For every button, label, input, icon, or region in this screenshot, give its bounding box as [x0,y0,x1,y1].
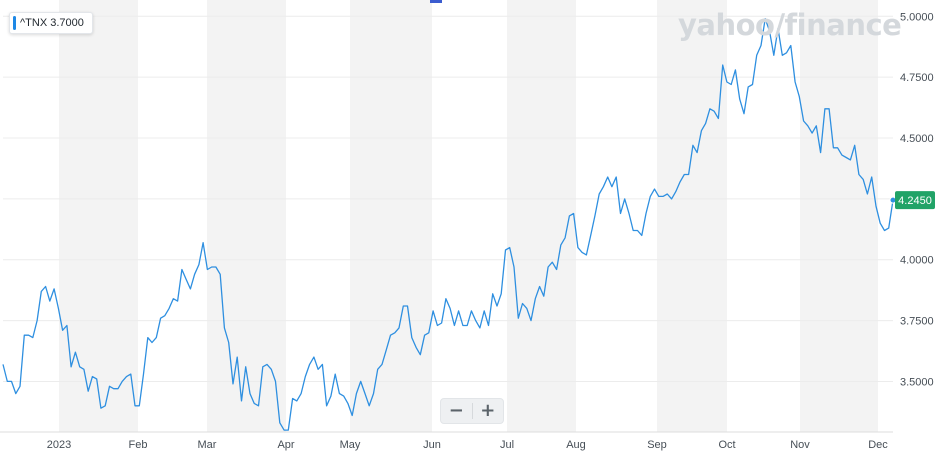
yahoo-finance-logo: yahoo/finance [678,8,902,42]
range-tab-indicator [430,0,442,3]
last-value-label: 4.2450 [898,195,932,207]
y-tick-label: 4.7500 [900,72,934,84]
x-tick-label: Feb [129,439,148,451]
month-band [800,0,878,432]
x-tick-label: May [340,439,361,451]
x-tick-label: Oct [718,439,735,451]
x-axis-ticks: 2023 Feb Mar Apr May Jun Jul Aug Sep Oct Nov Dec [47,439,889,451]
month-band [59,0,138,432]
x-tick-label: Dec [868,439,888,451]
last-value-badge [895,191,935,210]
zoom-divider [471,403,473,419]
zoom-in-button[interactable]: + [473,399,504,423]
last-value-marker: 4.2450 [889,191,935,210]
month-bands [59,0,878,432]
x-tick-label: Aug [566,439,586,451]
price-series-line [2,18,894,431]
zoom-controls: − + [440,398,504,424]
x-tick-label: Sep [647,439,667,451]
x-tick-label: Apr [277,439,294,451]
y-tick-label: 3.7500 [900,316,934,328]
month-band [657,0,727,432]
zoom-out-button[interactable]: − [441,399,472,423]
x-tick-label: Jul [500,439,514,451]
ticker-label: ^TNX 3.7000 [20,17,84,29]
y-tick-label: 5.0000 [900,11,934,23]
month-band [207,0,286,432]
x-tick-label: 2023 [47,439,71,451]
month-band [350,0,432,432]
ticker-badge[interactable]: ^TNX 3.7000 [9,12,93,34]
y-tick-label: 3.5000 [900,376,934,388]
x-tick-label: Jun [423,439,441,451]
x-tick-label: Nov [790,439,810,451]
y-tick-label: 4.5000 [900,133,934,145]
series-color-swatch [13,16,16,30]
x-tick-label: Mar [198,439,217,451]
month-band [507,0,576,432]
grid-lines [0,15,893,433]
y-tick-label: 4.0000 [900,255,934,267]
